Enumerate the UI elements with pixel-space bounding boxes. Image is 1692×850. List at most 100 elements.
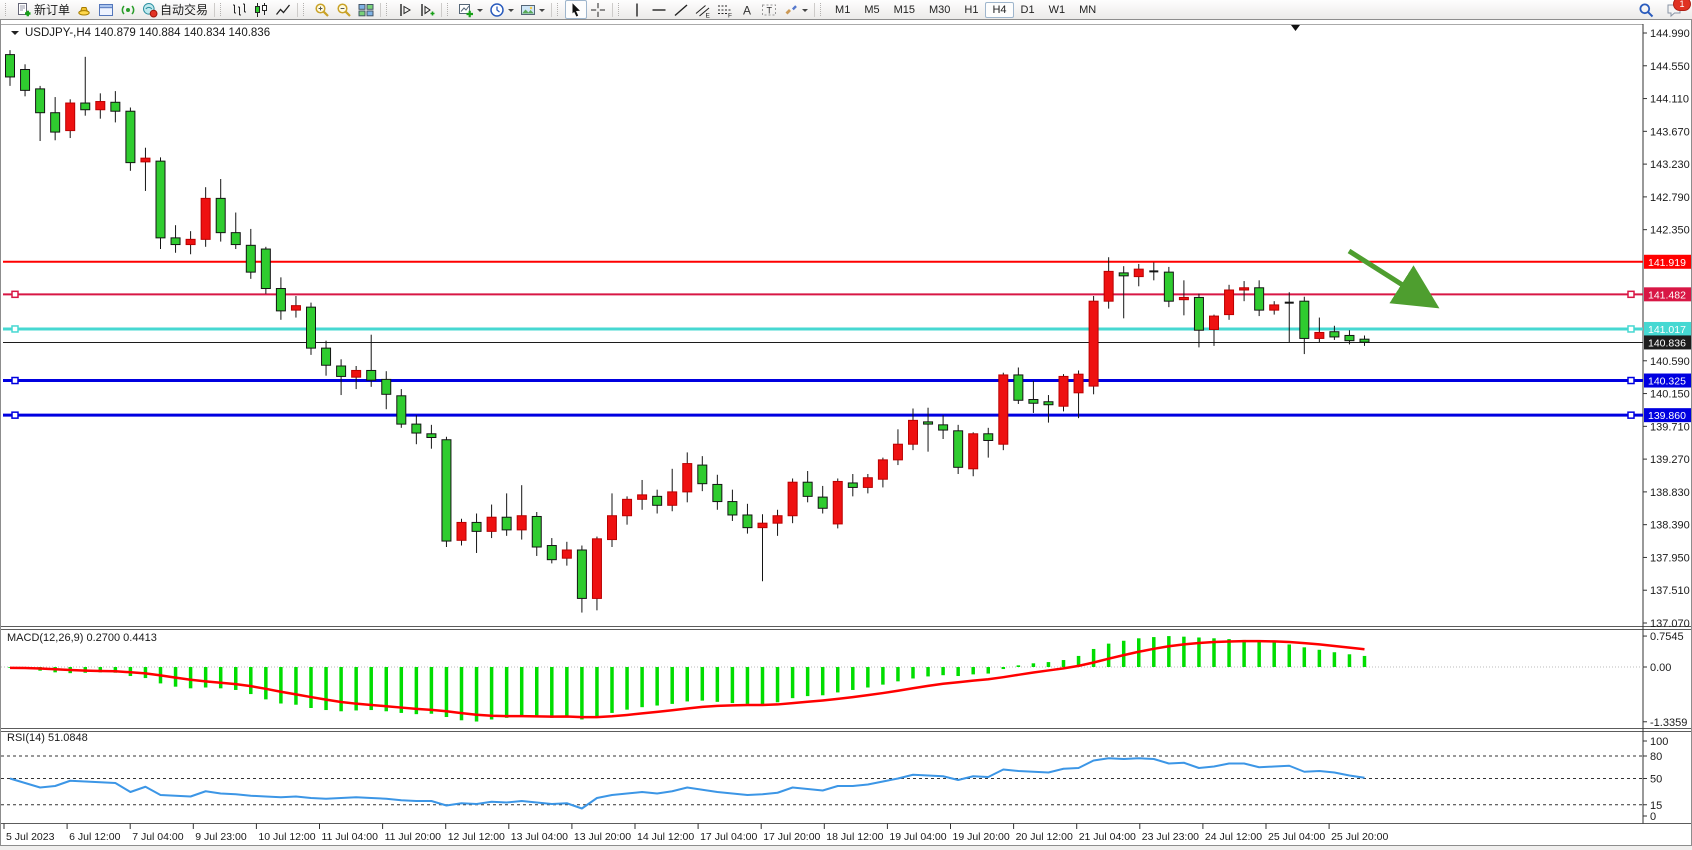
svg-text:137.950: 137.950	[1650, 552, 1690, 564]
timeframe-mn-button[interactable]: MN	[1079, 3, 1097, 16]
data-window-button[interactable]	[95, 0, 117, 19]
search-button[interactable]	[1635, 0, 1657, 19]
chart-autoscroll-button[interactable]	[416, 0, 438, 19]
line-chart-button[interactable]	[272, 0, 294, 19]
bar-chart-button[interactable]	[228, 0, 250, 19]
svg-text:5 Jul 2023: 5 Jul 2023	[6, 831, 55, 843]
svg-text:141.482: 141.482	[1648, 289, 1686, 301]
svg-text:139.860: 139.860	[1648, 410, 1686, 422]
vline-icon	[636, 3, 638, 16]
gold-icon	[78, 6, 90, 16]
chevron-down-icon	[802, 8, 809, 15]
templates-button[interactable]	[517, 0, 548, 19]
horizontal-line-button[interactable]	[648, 0, 670, 19]
hline-icon	[652, 8, 666, 11]
candle-chart-button[interactable]	[250, 0, 272, 19]
tile-windows-button[interactable]	[355, 0, 377, 19]
chevron-down-icon[interactable]	[11, 31, 19, 39]
svg-text:140.836: 140.836	[1648, 337, 1686, 349]
zoom-in-button[interactable]	[311, 0, 333, 19]
equidistant-channel-button[interactable]: E	[692, 0, 714, 19]
chart-shift-button[interactable]	[394, 0, 416, 19]
timeframe-h1-button[interactable]: H1	[964, 3, 979, 16]
text-button[interactable]: A	[736, 0, 758, 19]
svg-text:15: 15	[1650, 800, 1662, 812]
svg-text:11 Jul 04:00: 11 Jul 04:00	[322, 831, 379, 843]
line-handle[interactable]	[11, 376, 19, 385]
notifications-button[interactable]: 1	[1663, 0, 1691, 19]
toolbar-grip[interactable]	[386, 3, 391, 16]
toolbar-separator	[297, 2, 299, 17]
toolbar-grip[interactable]	[447, 3, 452, 16]
svg-text:21 Jul 04:00: 21 Jul 04:00	[1079, 831, 1136, 843]
toolbar-grip[interactable]	[820, 3, 825, 16]
timeframe-d1-button[interactable]: D1	[1020, 3, 1035, 16]
price-axis: 144.990 144.550 144.110 143.670 143.230 142.7…	[1643, 28, 1690, 630]
shapes-icon	[785, 4, 797, 14]
crosshair-button[interactable]	[587, 0, 609, 19]
navigator-button[interactable]	[117, 0, 139, 19]
price-badge	[1644, 287, 1691, 302]
line-handle[interactable]	[1627, 411, 1635, 419]
channel-icon: E	[695, 4, 711, 18]
periods-button[interactable]	[486, 0, 517, 19]
zoom-out-button[interactable]	[333, 0, 355, 19]
svg-text:13 Jul 20:00: 13 Jul 20:00	[574, 831, 631, 843]
timeframe-m5-button[interactable]: M5	[864, 3, 880, 16]
svg-text:0: 0	[1650, 811, 1656, 823]
svg-text:A: A	[743, 3, 751, 17]
toolbar-grip[interactable]	[618, 3, 623, 16]
line-handle[interactable]	[11, 290, 19, 299]
toolbar-separator	[380, 2, 382, 17]
svg-text:0.00: 0.00	[1650, 662, 1671, 674]
bars-icon	[233, 3, 247, 15]
trendline-button[interactable]	[670, 0, 692, 19]
cursor-button[interactable]	[565, 0, 588, 19]
arrows-button[interactable]	[780, 0, 811, 19]
text-label-button[interactable]: T	[758, 0, 780, 19]
new-chart-button[interactable]	[455, 0, 486, 19]
svg-text:7 Jul 04:00: 7 Jul 04:00	[132, 831, 184, 843]
chevron-down-icon	[508, 8, 515, 15]
line-handle[interactable]	[1627, 290, 1635, 299]
toolbar-separator	[551, 2, 553, 17]
svg-text:E: E	[706, 12, 711, 18]
svg-text:139.710: 139.710	[1650, 421, 1690, 433]
clock-icon	[490, 2, 504, 17]
auto-trading-button[interactable]: 自动交易	[139, 0, 211, 19]
svg-text:20 Jul 12:00: 20 Jul 12:00	[1016, 831, 1073, 843]
timeframe-m30-button[interactable]: M30	[929, 3, 951, 16]
notification-badge: 1	[1673, 0, 1691, 11]
svg-text:14 Jul 12:00: 14 Jul 12:00	[637, 831, 694, 843]
fibonacci-button[interactable]: F	[714, 0, 736, 19]
window-icon	[99, 3, 114, 16]
new-order-label: 新订单	[34, 3, 71, 17]
trend-arrow-annotation[interactable]	[1347, 248, 1440, 309]
vertical-line-button[interactable]	[626, 0, 648, 19]
macd-indicator-label: MACD(12,26,9) 0.2700 0.4413	[7, 632, 157, 644]
chart-shift-marker[interactable]	[1291, 25, 1300, 31]
price-badge	[1644, 335, 1691, 350]
timeframe-h4-button[interactable]: H4	[985, 1, 1014, 18]
chart-window[interactable]: USDJPY-,H4 140.879 140.884 140.834 140.8…	[0, 19, 1692, 846]
toolbar-separator	[814, 2, 816, 17]
svg-text:18 Jul 12:00: 18 Jul 12:00	[826, 831, 883, 843]
chart-canvas[interactable]: 144.990 144.550 144.110 143.670 143.230 142.7…	[1, 20, 1691, 845]
toolbar-grip[interactable]	[303, 3, 308, 16]
line-handle[interactable]	[11, 411, 19, 419]
line-handle[interactable]	[1627, 376, 1635, 385]
toolbar-grip[interactable]	[5, 3, 10, 16]
timeframe-m1-button[interactable]: M1	[835, 3, 851, 16]
line-handle[interactable]	[1627, 325, 1635, 333]
tiles-icon	[358, 3, 374, 16]
toolbar-grip[interactable]	[557, 3, 562, 16]
line-handle[interactable]	[11, 325, 19, 333]
gold-bar-button[interactable]	[73, 0, 95, 19]
timeframe-m15-button[interactable]: M15	[893, 3, 915, 16]
candles-icon	[255, 2, 268, 17]
new-order-button[interactable]: 新订单	[13, 0, 73, 19]
chart-symbol-label: USDJPY-,H4 140.879 140.884 140.834 140.8…	[25, 27, 271, 39]
toolbar-grip[interactable]	[220, 3, 225, 16]
candles	[5, 50, 1370, 613]
timeframe-w1-button[interactable]: W1	[1048, 3, 1066, 16]
